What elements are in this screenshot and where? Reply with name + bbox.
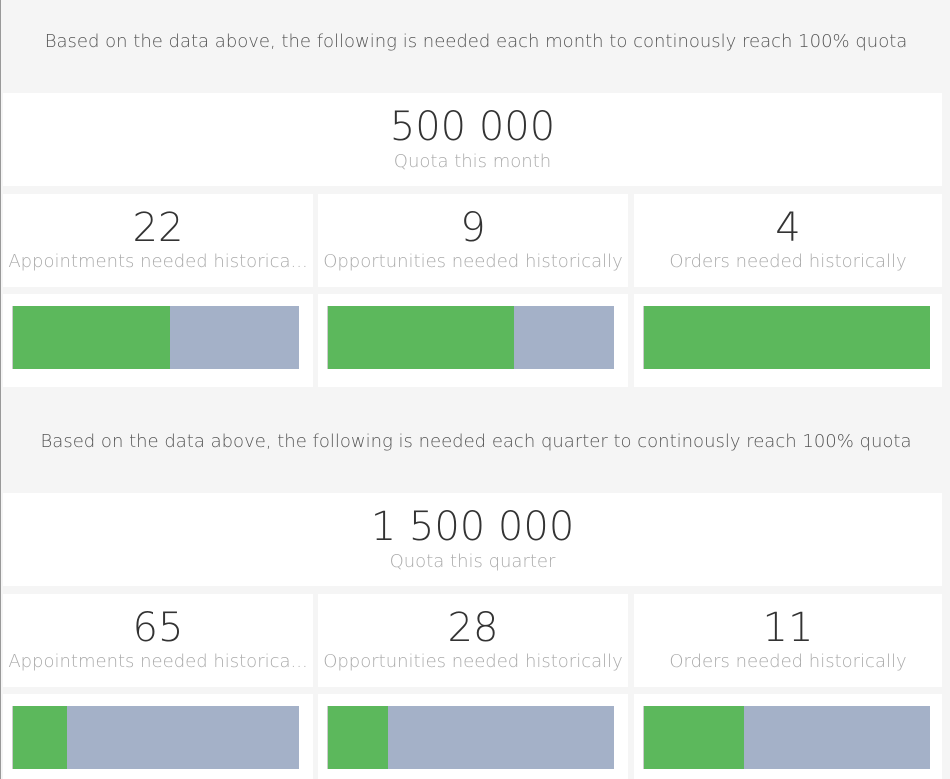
quarterly-appointments-label: Appointments needed historica... [8,651,308,672]
monthly-orders-progress-card [634,294,942,387]
monthly-quota-card: 500 000 Quota this month [3,93,942,186]
monthly-orders-label: Orders needed historically [669,251,907,272]
monthly-appointments-label: Appointments needed historica... [8,251,308,272]
monthly-orders-value: 4 [775,205,801,251]
monthly-orders-progress-bar [643,306,930,369]
quarterly-quota-value: 1 500 000 [370,504,575,550]
quarterly-opportunities-value: 28 [447,605,499,651]
quarterly-opportunities-progress-card [318,694,628,779]
monthly-quota-value: 500 000 [389,104,556,150]
quarterly-appointments-progress-fill [13,706,68,769]
quarterly-orders-progress-fill [644,706,745,769]
monthly-appointments-card: 22 Appointments needed historica... [3,194,313,287]
monthly-opportunities-progress-fill [328,306,514,369]
quarterly-orders-label: Orders needed historically [669,651,907,672]
monthly-opportunities-card: 9 Opportunities needed historically [318,194,628,287]
quarterly-orders-card: 11 Orders needed historically [634,594,942,687]
monthly-opportunities-value: 9 [460,205,486,251]
monthly-appointments-progress-card [3,294,313,387]
quarterly-orders-value: 11 [762,605,814,651]
monthly-quota-label: Quota this month [393,151,552,172]
monthly-appointments-progress-fill [13,306,171,369]
quarterly-orders-progress-bar [643,706,930,769]
quarterly-quota-card: 1 500 000 Quota this quarter [3,493,942,586]
quarterly-quota-label: Quota this quarter [389,551,556,572]
monthly-appointments-value: 22 [132,205,184,251]
monthly-orders-progress-fill [644,306,930,369]
quarterly-appointments-progress-bar [12,706,299,769]
monthly-intro-text: Based on the data above, the following i… [44,30,908,52]
monthly-orders-card: 4 Orders needed historically [634,194,942,287]
quarterly-section: Based on the data above, the following i… [1,400,950,779]
quarterly-intro-text: Based on the data above, the following i… [40,430,912,452]
quarterly-orders-progress-card [634,694,942,779]
quarterly-opportunities-card: 28 Opportunities needed historically [318,594,628,687]
quarterly-appointments-value: 65 [132,605,184,651]
quarterly-opportunities-progress-fill [328,706,389,769]
monthly-section: Based on the data above, the following i… [1,0,950,387]
monthly-opportunities-progress-bar [327,306,614,369]
quarterly-opportunities-progress-bar [327,706,614,769]
monthly-opportunities-label: Opportunities needed historically [323,251,623,272]
monthly-appointments-progress-bar [12,306,299,369]
quarterly-appointments-progress-card [3,694,313,779]
quarterly-opportunities-label: Opportunities needed historically [323,651,623,672]
monthly-opportunities-progress-card [318,294,628,387]
quarterly-appointments-card: 65 Appointments needed historica... [3,594,313,687]
